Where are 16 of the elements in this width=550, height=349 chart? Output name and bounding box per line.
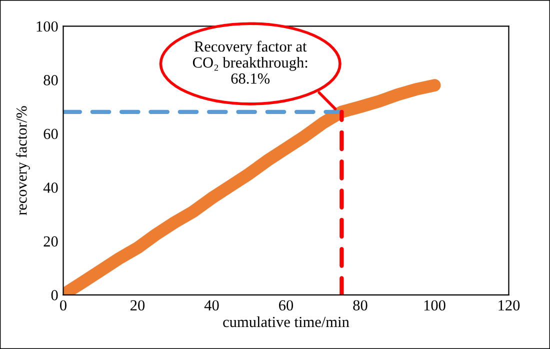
y-tick-label: 0 xyxy=(51,290,58,300)
y-tick-label: 20 xyxy=(44,236,58,247)
y-tick-label: 100 xyxy=(36,21,58,32)
y-axis-title: recovery factor/% xyxy=(16,106,30,216)
x-tick-label: 100 xyxy=(424,300,446,311)
x-tick-label: 40 xyxy=(204,300,219,311)
y-tick-label: 40 xyxy=(43,182,58,193)
x-tick-label: 20 xyxy=(130,300,145,311)
x-tick-label: 60 xyxy=(279,300,294,311)
x-tick-label: 120 xyxy=(498,300,520,311)
x-tick-label: 0 xyxy=(60,300,66,311)
x-tick-label: 80 xyxy=(353,300,368,311)
annotation: Recovery factor at CO₂ breakthrough: 68.1% xyxy=(192,40,308,84)
y-tick-label: 60 xyxy=(44,128,58,140)
y-tick-label: 80 xyxy=(44,75,58,86)
x-axis-title: cumulative time/min xyxy=(223,316,350,328)
